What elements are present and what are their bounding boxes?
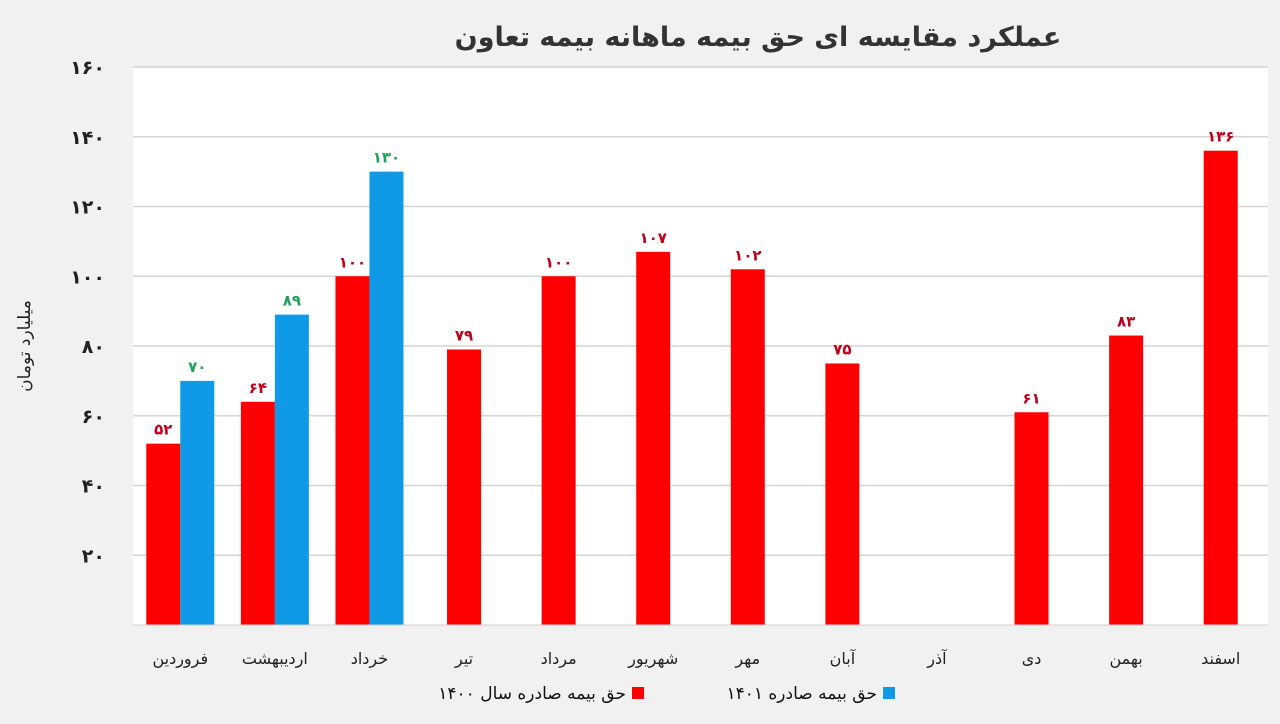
data-label: ۶۴ [249,379,267,397]
bar [240,401,275,625]
data-label: ۵۲ [154,421,172,439]
data-label: ۱۰۷ [639,229,666,247]
y-tick-label: ۴۰ [82,476,105,498]
x-tick-label: اردیبهشت [242,649,308,669]
bar [1203,150,1238,625]
data-label: ۱۰۲ [734,246,761,264]
bar [447,349,482,625]
bar [180,380,215,625]
data-label: ۷۵ [833,340,851,358]
bar [146,443,181,625]
data-labels: ۵۲ ۷۰ ۶۴ ۸۹ ۱۰۰ ۱۳۰ ۷۹ ۱۰۰ ۱۰۷ ۱۰۲ ۷۵ ۶۱ ۸۳ ۱۳۶ [154,128,1234,439]
bar [1109,335,1144,625]
bar [1014,412,1049,625]
legend: حق بیمه صادره ۱۴۰۱ حق بیمه صادره سال ۱۴۰۰ [438,684,895,704]
bar [274,314,309,625]
x-tick-label: دی [1022,649,1042,668]
bar [825,363,860,625]
y-tick-label: ۱۰۰ [70,266,105,288]
x-tick-label: بهمن [1109,649,1142,669]
x-tick-label: خرداد [351,649,388,669]
data-label: ۷۹ [455,326,473,344]
data-label: ۱۰۰ [339,253,366,271]
x-tick-label: آذر [926,649,948,669]
bars [146,150,1238,625]
y-tick-label: ۱۶۰ [70,57,105,79]
data-label: ۶۱ [1022,389,1040,407]
data-label: ۱۰۰ [545,253,572,271]
bar [335,276,370,625]
bar [636,251,671,625]
y-tick-label: ۱۲۰ [70,197,105,219]
x-tick-label: شهریور [627,649,678,669]
y-axis-ticks: ۲۰ ۴۰ ۶۰ ۸۰ ۱۰۰ ۱۲۰ ۱۴۰ ۱۶۰ [70,57,105,567]
x-tick-label: اسفند [1201,649,1240,668]
x-tick-label: آبان [830,649,857,668]
x-tick-label: فروردین [152,649,208,669]
y-tick-label: ۸۰ [82,336,105,358]
bar [541,276,576,625]
bar [369,171,404,625]
bar [730,269,765,625]
y-tick-label: ۱۴۰ [70,127,105,149]
legend-label: حق بیمه صادره ۱۴۰۱ [726,684,877,704]
y-tick-label: ۶۰ [82,406,105,428]
data-label: ۸۳ [1117,313,1135,331]
legend-label: حق بیمه صادره سال ۱۴۰۰ [438,684,626,704]
data-label: ۱۳۶ [1207,128,1234,146]
x-tick-label: تیر [454,649,473,669]
legend-swatch [632,687,644,699]
chart-title: عملکرد مقایسه ای حق بیمه ماهانه بیمه تعا… [455,22,1062,53]
gridlines [133,66,1268,556]
data-label: ۱۳۰ [373,149,400,167]
x-tick-label: مهر [734,649,760,669]
data-label: ۸۹ [283,292,301,310]
legend-swatch [883,687,895,699]
y-tick-label: ۲۰ [82,545,105,567]
x-tick-label: مرداد [541,649,577,669]
data-label: ۷۰ [188,358,206,376]
x-axis-ticks: فروردین اردیبهشت خرداد تیر مرداد شهریور مهر آبا… [152,649,1240,669]
y-axis-label: میلیارد تومان [15,300,35,392]
